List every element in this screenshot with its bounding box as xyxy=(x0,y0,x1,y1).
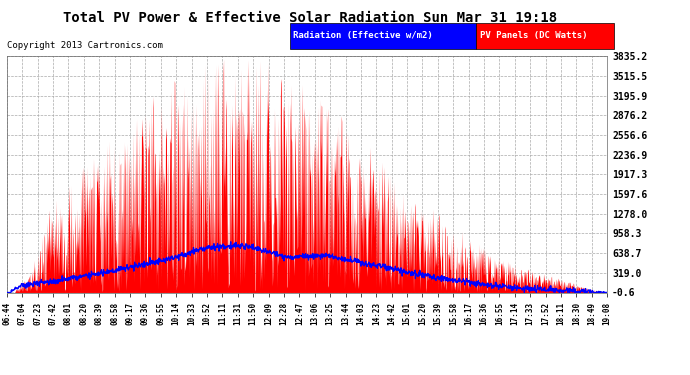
Text: Total PV Power & Effective Solar Radiation Sun Mar 31 19:18: Total PV Power & Effective Solar Radiati… xyxy=(63,11,558,25)
Text: Radiation (Effective w/m2): Radiation (Effective w/m2) xyxy=(293,31,433,40)
Text: Copyright 2013 Cartronics.com: Copyright 2013 Cartronics.com xyxy=(7,41,163,50)
Text: PV Panels (DC Watts): PV Panels (DC Watts) xyxy=(480,31,587,40)
